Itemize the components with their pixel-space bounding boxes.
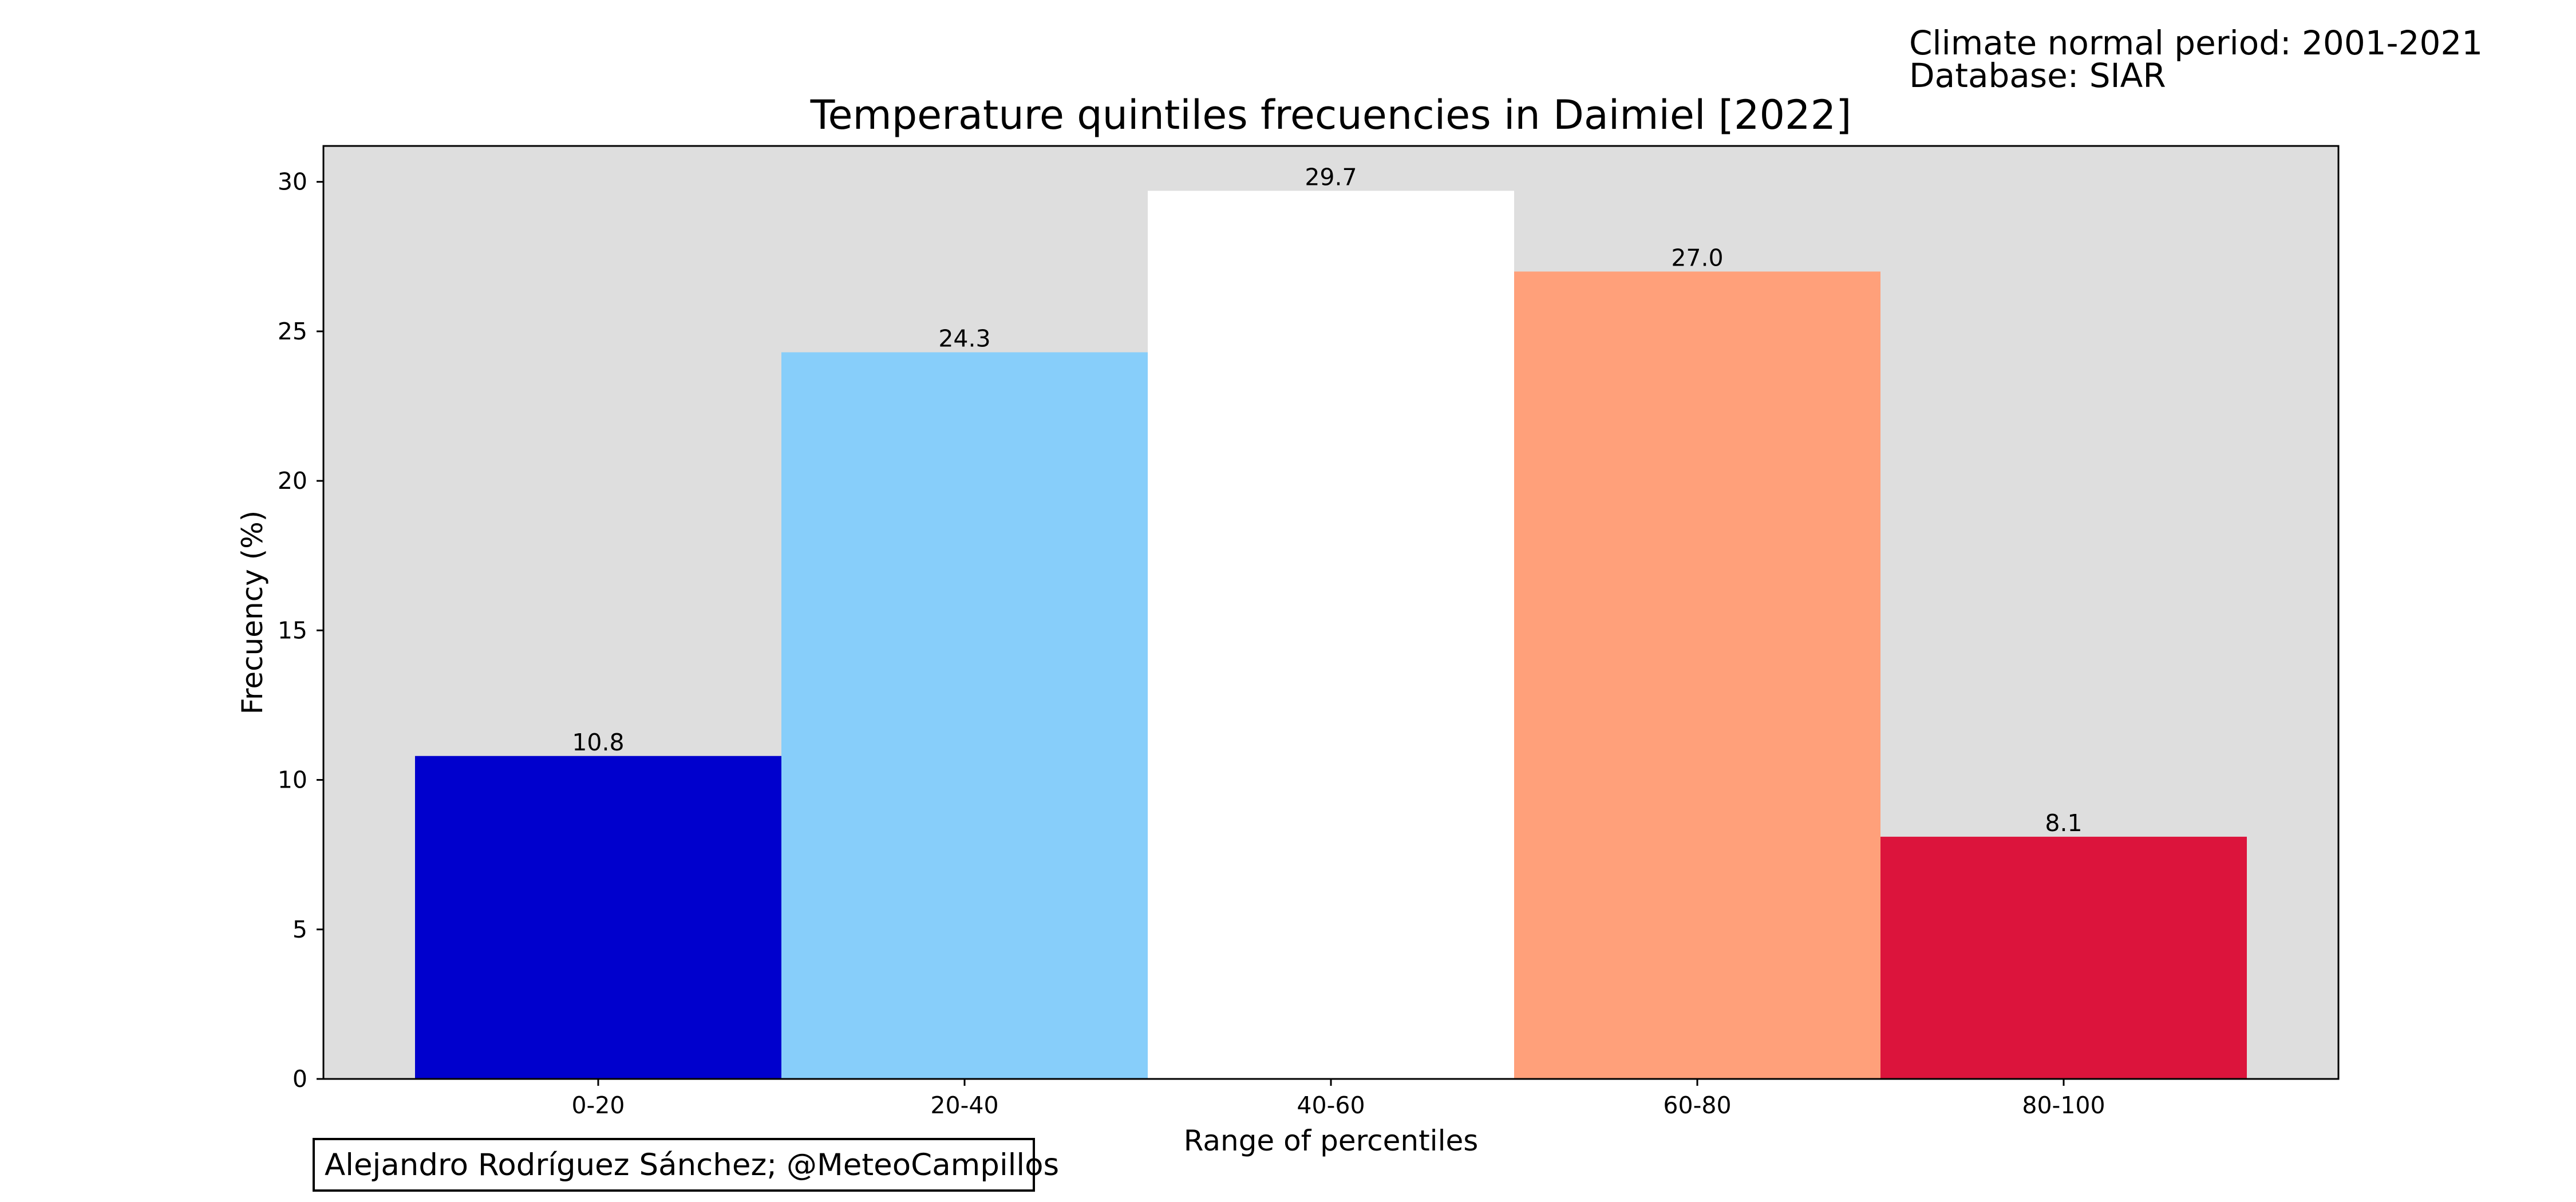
bar-value-label-20-40: 24.3 (938, 325, 990, 352)
bar-value-label-60-80: 27.0 (1671, 244, 1723, 271)
bar-value-label-40-60: 29.7 (1305, 163, 1357, 191)
x-axis: 0-20 20-40 40-60 60-80 80-100 (571, 1079, 2105, 1119)
y-tick-label-10: 10 (278, 766, 307, 794)
x-tick-label-0-20: 0-20 (571, 1092, 625, 1119)
climate-normal-note: Climate normal period: 2001-2021 (1909, 23, 2483, 62)
bar-value-label-0-20: 10.8 (572, 729, 624, 756)
bar-0-20 (415, 756, 781, 1079)
y-tick-label-5: 5 (293, 916, 307, 943)
credit-box (313, 1138, 1035, 1192)
y-tick-label-30: 30 (278, 168, 307, 196)
x-tick-label-20-40: 20-40 (930, 1092, 998, 1119)
y-axis: 0 5 10 15 20 25 30 (278, 168, 323, 1093)
x-tick-label-60-80: 60-80 (1663, 1092, 1731, 1119)
y-tick-label-0: 0 (293, 1065, 307, 1093)
chart-title: Temperature quintiles frecuencies in Dai… (810, 92, 1852, 139)
bar-value-label-80-100: 8.1 (2045, 809, 2082, 837)
x-tick-label-80-100: 80-100 (2022, 1092, 2105, 1119)
y-tick-label-15: 15 (278, 616, 307, 644)
bar-20-40 (781, 352, 1148, 1080)
bar-40-60 (1148, 191, 1514, 1080)
credit-text: Alejandro Rodríguez Sánchez; @MeteoCampi… (325, 1148, 1059, 1183)
y-tick-label-20: 20 (278, 467, 307, 495)
y-axis-title: Frecuency (%) (236, 511, 269, 714)
bar-80-100 (1880, 836, 2247, 1079)
x-tick-label-40-60: 40-60 (1297, 1092, 1365, 1119)
y-tick-label-25: 25 (278, 318, 307, 345)
database-note: Database: SIAR (1909, 56, 2166, 95)
bar-value-labels: 10.8 24.3 29.7 27.0 8.1 (572, 163, 2082, 836)
bars-layer (415, 191, 2247, 1080)
bar-60-80 (1514, 271, 1880, 1079)
x-axis-title: Range of percentiles (1184, 1124, 1479, 1157)
